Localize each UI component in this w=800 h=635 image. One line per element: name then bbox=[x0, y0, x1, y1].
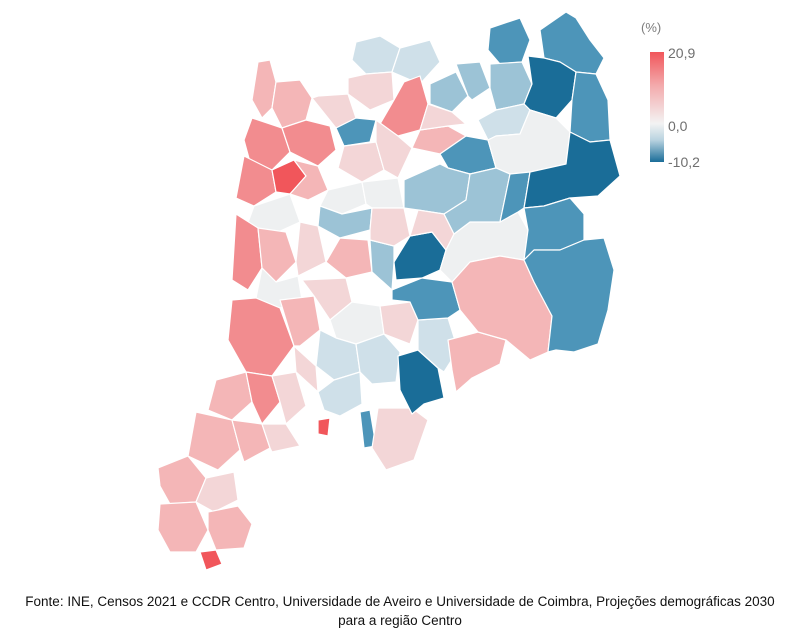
region-municipality bbox=[455, 61, 491, 101]
region-municipality bbox=[195, 471, 239, 513]
choropleth-map bbox=[157, 11, 621, 571]
region-municipality bbox=[447, 331, 507, 393]
region-municipality bbox=[157, 501, 209, 553]
region-municipality bbox=[261, 423, 301, 453]
region-municipality bbox=[419, 103, 467, 131]
region-municipality bbox=[317, 371, 363, 417]
region-municipality bbox=[227, 297, 295, 377]
source-note: Fonte: INE, Censos 2021 e CCDR Centro, U… bbox=[0, 592, 800, 630]
source-line-1: Fonte: INE, Censos 2021 e CCDR Centro, U… bbox=[25, 594, 775, 609]
region-municipality bbox=[207, 505, 253, 551]
region-municipality bbox=[231, 419, 271, 463]
region-municipality bbox=[355, 333, 401, 385]
region-municipality bbox=[199, 549, 223, 571]
region-municipality bbox=[289, 159, 329, 201]
region-municipality bbox=[347, 71, 395, 111]
region-municipality bbox=[235, 155, 277, 207]
region-municipality bbox=[337, 141, 385, 183]
region-municipality bbox=[295, 221, 327, 277]
region-municipality bbox=[569, 71, 611, 143]
region-municipality bbox=[335, 117, 377, 147]
region-municipality bbox=[187, 411, 241, 471]
region-municipality bbox=[523, 55, 577, 119]
legend-max-label: 20,9 bbox=[668, 45, 696, 61]
region-municipality bbox=[369, 207, 411, 247]
region-municipality bbox=[317, 417, 331, 437]
region-municipality bbox=[411, 125, 467, 155]
region-municipality bbox=[429, 71, 469, 113]
region-municipality bbox=[281, 119, 337, 167]
region-municipality bbox=[257, 227, 297, 283]
region-municipality bbox=[391, 277, 461, 321]
legend-zero-label: 0,0 bbox=[668, 118, 688, 134]
region-municipality bbox=[369, 239, 395, 291]
region-municipality bbox=[279, 295, 321, 347]
region-municipality bbox=[523, 237, 615, 353]
region-municipality bbox=[271, 371, 307, 425]
legend-unit: (%) bbox=[641, 20, 662, 35]
region-municipality bbox=[375, 119, 413, 179]
region-municipality bbox=[207, 371, 253, 421]
legend-color-scale bbox=[650, 52, 664, 162]
region-municipality bbox=[319, 181, 367, 215]
region-municipality bbox=[379, 301, 419, 345]
region-municipality bbox=[391, 39, 441, 85]
region-municipality bbox=[325, 237, 373, 279]
region-municipality bbox=[487, 17, 531, 65]
region-municipality bbox=[245, 371, 281, 425]
legend-min-label: -10,2 bbox=[668, 154, 700, 170]
region-municipality bbox=[371, 407, 429, 471]
region-municipality bbox=[361, 177, 405, 209]
region-municipality bbox=[499, 171, 531, 223]
source-line-2: para a região Centro bbox=[338, 613, 462, 628]
region-municipality bbox=[231, 213, 263, 291]
